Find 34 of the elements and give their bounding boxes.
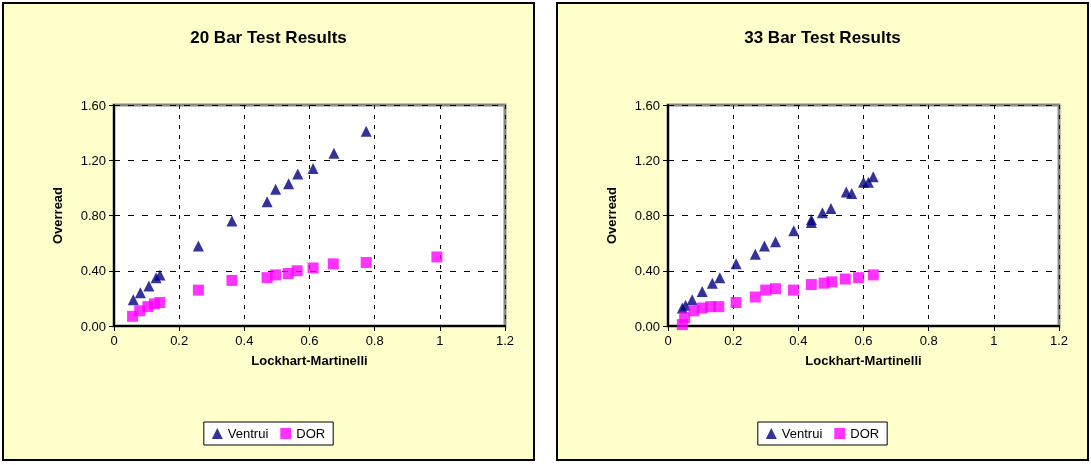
x-tick-label: 0 xyxy=(110,333,118,348)
y-tick-label: 1.20 xyxy=(80,152,106,168)
y-axis-title: Overread xyxy=(604,186,619,245)
x-tick-label: 0.4 xyxy=(235,333,254,348)
x-tick-label: 0.2 xyxy=(724,333,743,348)
y-tick-label: 1.60 xyxy=(634,97,660,113)
x-tick-label: 1 xyxy=(436,333,444,348)
x-tick-label: 1 xyxy=(990,333,998,348)
x-tick-label: 0.2 xyxy=(170,333,189,348)
x-tick-label: 0 xyxy=(664,333,672,348)
legend-label: Ventrui xyxy=(781,426,823,441)
legend-label: Ventrui xyxy=(227,426,269,441)
x-axis-title: Lockhart-Martinelli xyxy=(251,353,368,368)
y-tick-label: 0.80 xyxy=(80,208,106,223)
x-tick-label: 1.2 xyxy=(495,333,515,348)
y-axis-title: Overread xyxy=(50,186,65,245)
y-tick-label: 0.00 xyxy=(634,318,660,334)
y-tick-label: 0.40 xyxy=(634,263,660,279)
chart-title: 33 Bar Test Results xyxy=(744,28,901,47)
y-tick-label: 0.40 xyxy=(80,263,106,279)
x-tick-label: 0.4 xyxy=(789,333,808,348)
y-tick-label: 0.00 xyxy=(80,318,106,334)
y-tick-label: 1.20 xyxy=(634,152,660,168)
y-tick-label: 0.80 xyxy=(634,208,660,223)
x-axis-title: Lockhart-Martinelli xyxy=(805,353,922,368)
chart-title: 20 Bar Test Results xyxy=(190,28,347,47)
legend-label: DOR xyxy=(850,426,880,441)
x-tick-label: 1.2 xyxy=(1049,333,1069,348)
legend-label: DOR xyxy=(296,426,326,441)
x-tick-label: 0.8 xyxy=(919,333,938,348)
y-tick-label: 1.60 xyxy=(80,97,106,113)
x-tick-label: 0.8 xyxy=(365,333,384,348)
x-tick-label: 0.6 xyxy=(854,333,873,348)
x-tick-label: 0.6 xyxy=(300,333,319,348)
